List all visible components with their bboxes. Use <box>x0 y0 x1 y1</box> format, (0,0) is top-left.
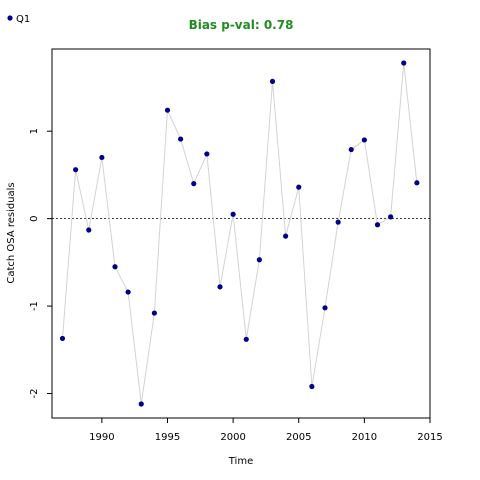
x-axis-title: Time <box>228 456 253 467</box>
data-point-2005 <box>296 184 302 190</box>
data-point-2006 <box>309 383 315 390</box>
data-point-1996 <box>178 136 184 142</box>
data-point-2011 <box>374 222 381 228</box>
data-point-2007 <box>322 305 328 311</box>
data-point-1997 <box>191 181 197 187</box>
x-tick-label-2005: 2005 <box>286 432 311 443</box>
data-point-2012 <box>388 214 394 220</box>
series-line-q1 <box>62 62 418 405</box>
data-point-2001 <box>243 336 249 342</box>
data-point-1993 <box>138 401 144 407</box>
legend-marker-q1 <box>7 15 13 21</box>
x-tick-label-1990: 1990 <box>89 432 114 443</box>
x-tick-label-2015: 2015 <box>417 432 442 443</box>
data-point-1998 <box>204 151 210 157</box>
y-tick-label--1: -1 <box>29 301 40 311</box>
data-point-2013 <box>401 60 407 66</box>
y-tick-label--2: -2 <box>29 389 40 399</box>
data-point-1989 <box>86 227 92 233</box>
data-point-2000 <box>230 211 236 217</box>
x-tick-label-2010: 2010 <box>352 432 377 443</box>
data-point-2014 <box>414 180 420 186</box>
data-point-2004 <box>283 233 289 239</box>
data-point-2008 <box>335 219 341 225</box>
legend: Q1 <box>7 14 30 25</box>
data-point-2010 <box>361 137 367 143</box>
legend-label-q1: Q1 <box>16 14 30 25</box>
data-point-1988 <box>73 167 79 173</box>
data-point-2003 <box>269 78 276 84</box>
plot-frame <box>51 48 431 419</box>
x-tick-label-1995: 1995 <box>155 432 180 443</box>
data-point-1992 <box>125 289 131 295</box>
axes: 1990 1995 2000 2005 2010 2015 -2 -1 0 1 <box>29 128 443 443</box>
data-point-1990 <box>99 154 105 161</box>
chart-title: Bias p-val: 0.78 <box>189 18 294 32</box>
data-point-1987 <box>59 335 66 342</box>
y-tick-label-1: 1 <box>29 128 40 134</box>
data-point-1999 <box>217 284 223 290</box>
y-tick-label-0: 0 <box>29 215 40 221</box>
plot-area <box>52 60 430 407</box>
data-point-2002 <box>256 257 262 263</box>
data-point-1994 <box>151 310 157 316</box>
x-tick-label-2000: 2000 <box>220 432 245 443</box>
data-point-1991 <box>112 264 118 270</box>
data-point-2009 <box>348 146 354 153</box>
y-axis-title: Catch OSA residuals <box>6 182 17 283</box>
data-point-1995 <box>164 107 171 113</box>
